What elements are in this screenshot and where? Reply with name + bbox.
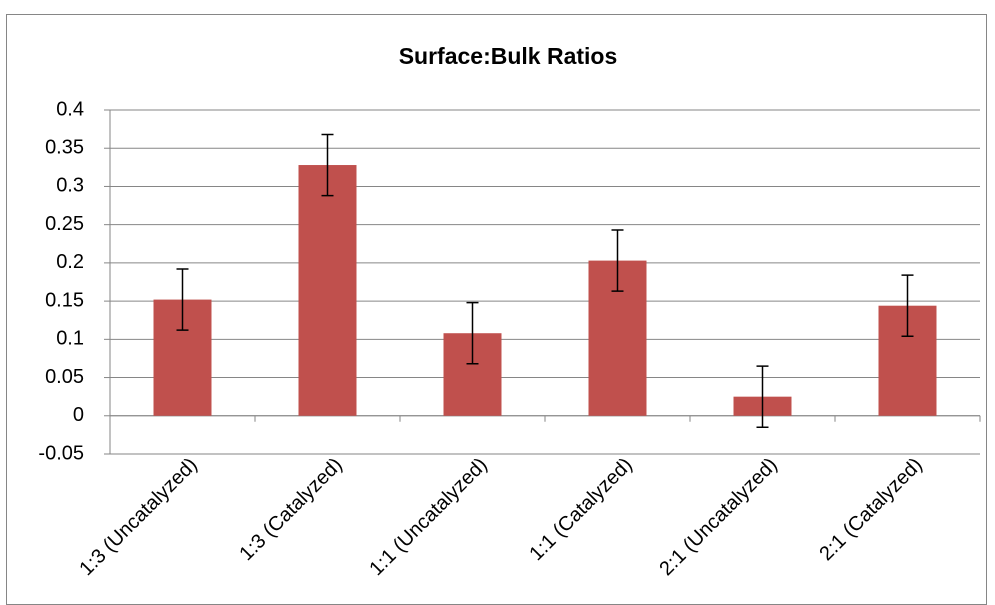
y-tick-label: 0 <box>73 404 84 426</box>
error-bar <box>611 229 624 292</box>
bar <box>298 165 357 416</box>
y-tick-label: 0.25 <box>45 213 84 235</box>
error-bar <box>466 301 479 365</box>
y-tick-label: 0.4 <box>56 98 84 120</box>
y-tick-label: 0.05 <box>45 366 84 388</box>
error-bar <box>901 274 914 338</box>
y-tick-label: 0.3 <box>56 175 84 197</box>
error-bar <box>756 365 769 428</box>
error-bar <box>321 133 334 197</box>
y-tick-label: 0.35 <box>45 137 84 159</box>
y-tick-label: -0.05 <box>38 442 84 464</box>
y-tick-label: 0.15 <box>45 289 84 311</box>
y-tick-label: 0.1 <box>56 328 84 350</box>
error-bar <box>176 268 189 331</box>
chart-title: Surface:Bulk Ratios <box>399 43 618 69</box>
y-tick-label: 0.2 <box>56 251 84 273</box>
